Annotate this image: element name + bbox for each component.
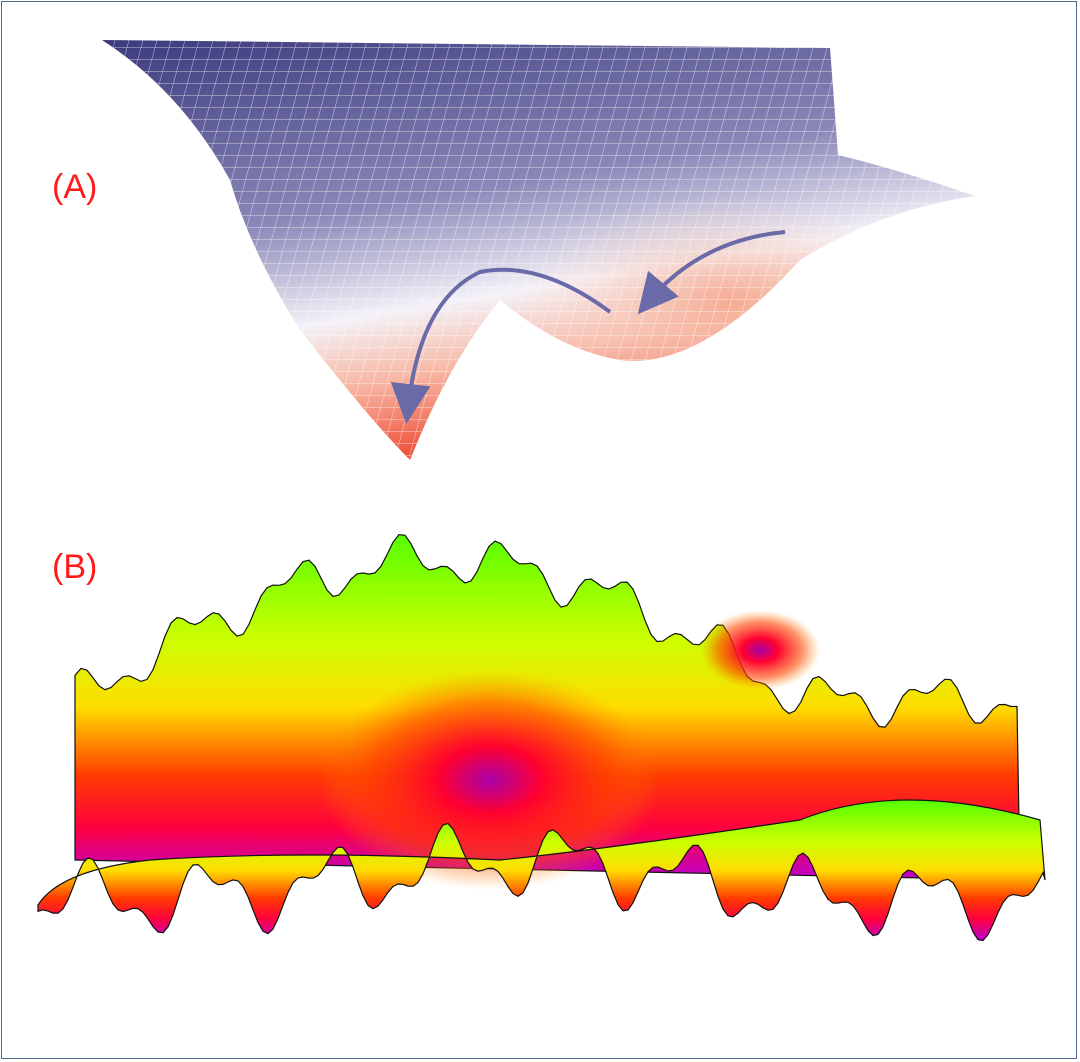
energy-landscape-a [102,40,975,460]
descent-arrow-left [390,267,612,424]
panel-label-a: (A) [52,168,98,206]
energy-landscape-b [37,533,1046,942]
descent-arrow-right [637,230,786,315]
panel-label-b: (B) [52,548,98,586]
